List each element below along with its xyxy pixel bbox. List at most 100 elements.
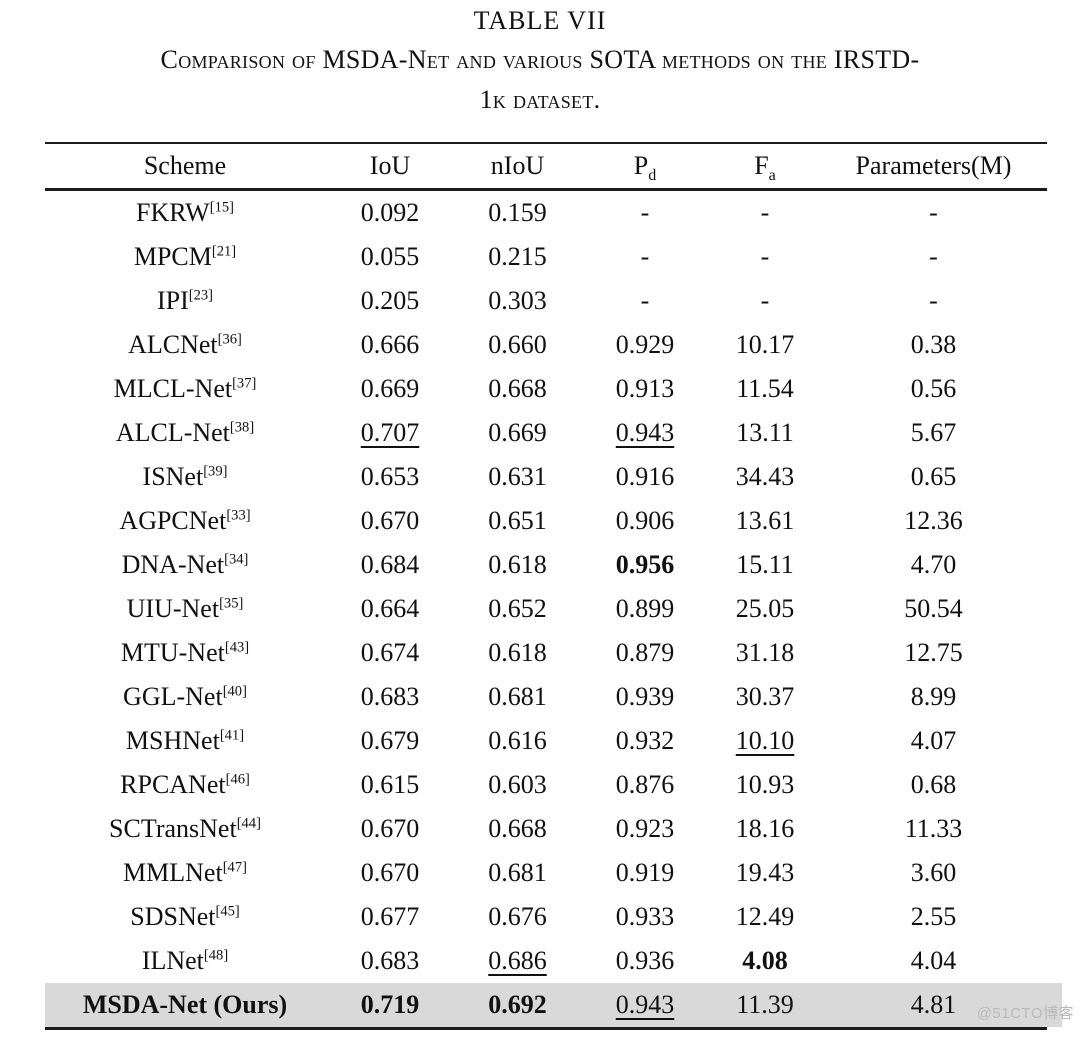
reference-superscript: [41] (219, 727, 245, 744)
value-cell: 0.932 (615, 726, 675, 755)
scheme-cell: MPCM[21] (133, 242, 237, 271)
value-cell: 0.668 (488, 374, 547, 403)
value-cell: 0.631 (488, 462, 547, 491)
scheme-cell: ILNet[48] (141, 946, 229, 975)
value-cell: 11.33 (904, 814, 963, 843)
value-cell: 0.660 (488, 330, 547, 359)
value-cell: 0.303 (488, 286, 547, 315)
pd-base: P (633, 151, 649, 180)
value-cell: 0.668 (488, 814, 547, 843)
value-cell: 12.49 (735, 902, 795, 931)
value-cell: 0.38 (910, 330, 957, 359)
value-cell: 2.55 (910, 902, 957, 931)
fa-base: F (754, 151, 769, 180)
table-header-row: Scheme IoU nIoU Pd Fa Parameters(M) (45, 144, 1047, 188)
reference-superscript: [45] (215, 903, 240, 920)
value-cell: 0.956 (615, 550, 675, 579)
value-cell: 0.923 (615, 814, 675, 843)
value-cell: 13.61 (735, 506, 795, 535)
value-cell: 0.916 (615, 462, 675, 491)
value-cell: 0.616 (488, 726, 547, 755)
column-header-niou: nIoU (490, 151, 545, 180)
value-cell: 0.929 (615, 330, 675, 359)
reference-superscript: [38] (229, 419, 255, 436)
reference-superscript: [48] (203, 947, 229, 964)
reference-superscript: [35] (219, 595, 244, 612)
reference-superscript: [43] (224, 639, 250, 656)
table-row: MSHNet[41] 0.679 0.616 0.932 10.10 4.07 (45, 719, 1047, 763)
value-cell: 0.939 (615, 682, 675, 711)
value-cell: 8.99 (910, 682, 957, 711)
table-row: SCTransNet[44] 0.670 0.668 0.923 18.16 11.33 (45, 807, 1047, 851)
value-cell: 0.676 (488, 902, 547, 931)
value-cell: 0.205 (360, 286, 420, 315)
value-cell: 0.56 (910, 374, 957, 403)
table-row: IPI[23] 0.205 0.303 - - - (45, 279, 1047, 323)
scheme-cell: MLCL-Net[37] (113, 374, 257, 403)
table-header-rule (45, 188, 1047, 191)
fa-subscript: a (768, 167, 776, 185)
value-cell: 0.906 (615, 506, 675, 535)
scheme-cell: MSHNet[41] (125, 726, 245, 755)
reference-superscript: [33] (226, 507, 251, 524)
pd-subscript: d (648, 167, 657, 185)
value-cell: 0.618 (488, 638, 547, 667)
scheme-cell: ALCL-Net[38] (115, 418, 255, 447)
value-cell: 0.092 (360, 198, 420, 227)
value-cell: 0.943 (615, 990, 675, 1019)
value-cell: - (760, 198, 770, 227)
value-cell: 12.36 (904, 506, 963, 535)
value-cell: 11.54 (736, 374, 794, 403)
table-row: SDSNet[45] 0.677 0.676 0.933 12.49 2.55 (45, 895, 1047, 939)
value-cell: 0.159 (488, 198, 547, 227)
value-cell: 4.81 (910, 990, 957, 1019)
value-cell: 0.692 (488, 990, 547, 1019)
value-cell: 0.686 (488, 946, 547, 975)
value-cell: 18.16 (735, 814, 795, 843)
scheme-cell: ALCNet[36] (128, 330, 242, 359)
value-cell: - (760, 242, 770, 271)
value-cell: 0.677 (360, 902, 420, 931)
value-cell: 0.670 (360, 814, 420, 843)
value-cell: - (929, 198, 938, 227)
column-header-pd: Pd (580, 144, 710, 188)
value-cell: 5.67 (910, 418, 957, 447)
value-cell: - (640, 286, 650, 315)
value-cell: 0.65 (910, 462, 957, 491)
value-cell: - (640, 242, 650, 271)
value-cell: 0.664 (360, 594, 420, 623)
value-cell: 0.670 (360, 506, 420, 535)
value-cell: - (929, 286, 938, 315)
value-cell: 0.666 (360, 330, 420, 359)
scheme-cell: FKRW[15] (136, 198, 234, 227)
value-cell: 0.679 (360, 726, 420, 755)
value-cell: 4.07 (910, 726, 957, 755)
scheme-cell: SDSNet[45] (130, 902, 240, 931)
column-header-scheme: Scheme (143, 151, 227, 180)
value-cell: 10.17 (735, 330, 795, 359)
value-cell: 0.936 (615, 946, 675, 975)
scheme-cell: ISNet[39] (142, 462, 228, 491)
watermark: @51CTO博客 (976, 1005, 1074, 1022)
scheme-cell: DNA-Net[34] (121, 550, 249, 579)
value-cell: 34.43 (735, 462, 795, 491)
value-cell: 0.215 (488, 242, 547, 271)
scheme-cell: RPCANet[46] (120, 770, 250, 799)
value-cell: 4.04 (910, 946, 957, 975)
value-cell: 0.669 (488, 418, 547, 447)
reference-superscript: [34] (224, 551, 249, 568)
table-bottom-rule (45, 1027, 1047, 1030)
scheme-cell: MSDA-Net (Ours) (82, 990, 288, 1019)
scheme-cell: SCTransNet[44] (109, 814, 261, 843)
value-cell: 0.653 (360, 462, 420, 491)
value-cell: 0.684 (360, 550, 420, 579)
value-cell: 3.60 (910, 858, 957, 887)
reference-superscript: [37] (232, 375, 257, 392)
value-cell: 4.08 (742, 946, 788, 975)
scheme-cell: IPI[23] (156, 286, 214, 315)
value-cell: 0.055 (360, 242, 420, 271)
value-cell: 0.913 (615, 374, 675, 403)
reference-superscript: [40] (222, 683, 247, 700)
value-cell: 0.68 (910, 770, 957, 799)
